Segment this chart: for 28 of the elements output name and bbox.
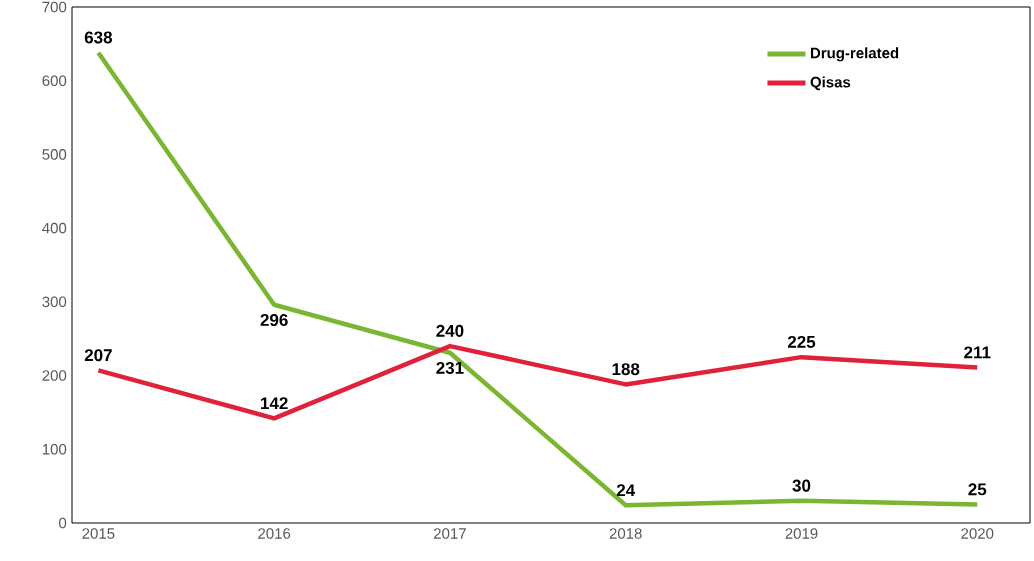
x-tick-label: 2017 xyxy=(434,528,466,539)
x-tick-label: 2020 xyxy=(961,528,994,539)
data-label: 638 xyxy=(84,31,113,44)
data-label: 231 xyxy=(436,361,464,374)
y-tick-label: 200 xyxy=(42,370,67,381)
data-label: 24 xyxy=(616,484,636,497)
data-label: 142 xyxy=(261,397,288,410)
data-label: 225 xyxy=(787,335,816,348)
x-tick-label: 2015 xyxy=(82,528,115,539)
y-tick-label: 600 xyxy=(42,75,67,87)
data-label: 240 xyxy=(436,324,464,337)
x-tick-label: 2016 xyxy=(258,528,291,539)
y-tick-label: 0 xyxy=(59,517,67,529)
y-tick-label: 400 xyxy=(42,222,67,234)
data-label: 30 xyxy=(792,479,811,492)
y-tick-label: 500 xyxy=(42,149,67,160)
data-label: 188 xyxy=(612,363,640,376)
data-label: 296 xyxy=(260,313,288,327)
y-tick-label: 700 xyxy=(42,1,67,13)
data-label: 25 xyxy=(968,483,987,496)
data-label: 211 xyxy=(964,346,991,359)
x-tick-label: 2019 xyxy=(785,528,818,539)
data-label: 207 xyxy=(84,349,112,362)
y-tick-label: 100 xyxy=(42,443,67,455)
legend-label: Drug-related xyxy=(810,47,899,62)
legend-label: Qisas xyxy=(810,76,851,91)
y-tick-label: 300 xyxy=(42,296,67,308)
x-tick-label: 2018 xyxy=(609,528,642,539)
